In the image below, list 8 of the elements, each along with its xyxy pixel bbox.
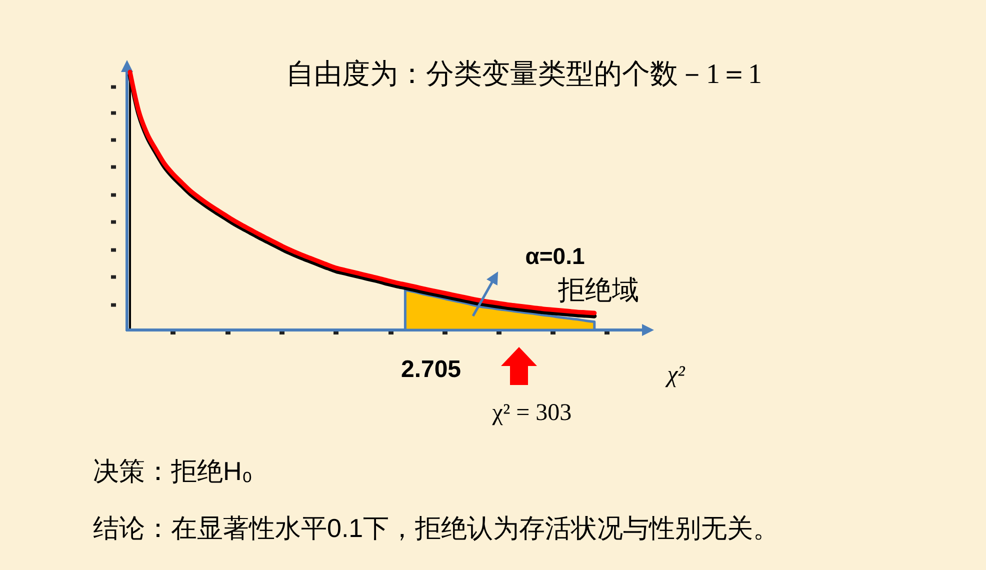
annotation: α=0.1 [525,243,585,269]
text: χ² = 303 [491,400,572,426]
x-axis-title: χ² [665,362,686,388]
text: 决策：拒绝H₀ [93,456,253,486]
annotation: 拒绝域 [557,275,639,305]
text: 2.705 [400,356,462,383]
text: 结论：在显著性水平0.1下，拒绝认为存活状况与性别无关。 [93,513,780,543]
chart-title: 自由度为：分类变量类型的个数－1＝1 [286,59,762,90]
